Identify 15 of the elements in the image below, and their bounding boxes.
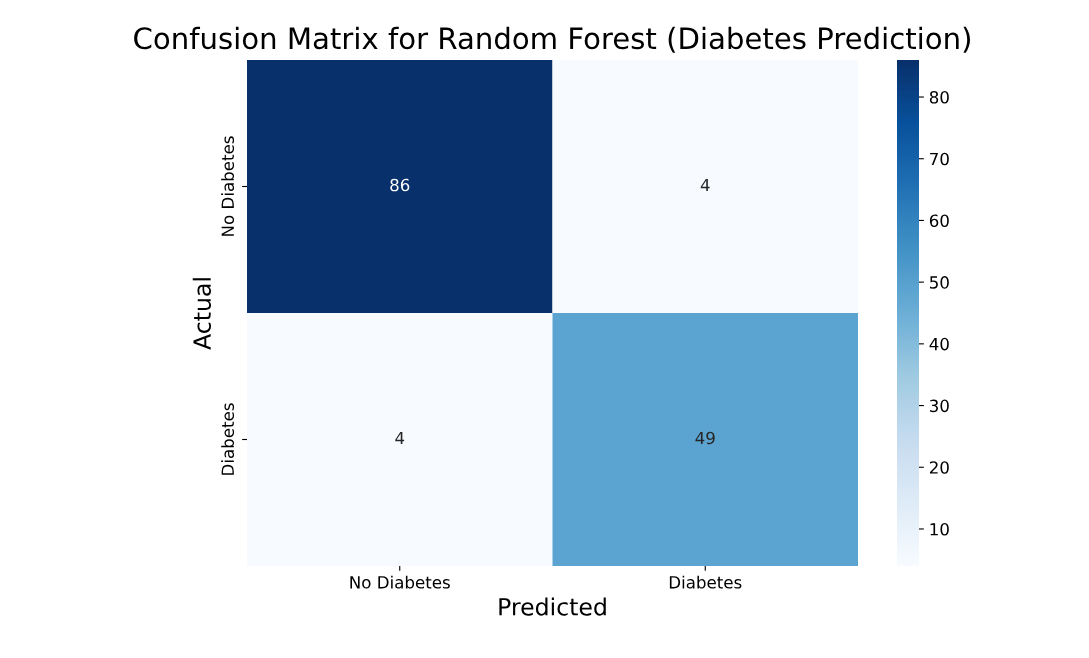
data-label: 4 [395,431,405,445]
color-bar-label: 80 [929,90,949,104]
y-axis-title: Actual [192,278,212,350]
color-bar-label: 70 [930,152,949,166]
data-label: 86 [390,178,410,192]
color-bar-label: 40 [929,337,949,351]
color-bar-label: 10 [930,522,949,536]
data-label: 4 [700,178,710,192]
color-bar-label: 50 [930,276,949,289]
chart-title: Confusion Matrix for Random Forest (Diabetes Prediction) [134,26,970,53]
color-bar-label: 60 [929,214,949,228]
data-label: 49 [695,431,715,445]
x-axis-title: Predicted [499,597,606,616]
color-bar-label: 30 [929,399,949,413]
color-bar-label: 20 [929,461,949,474]
